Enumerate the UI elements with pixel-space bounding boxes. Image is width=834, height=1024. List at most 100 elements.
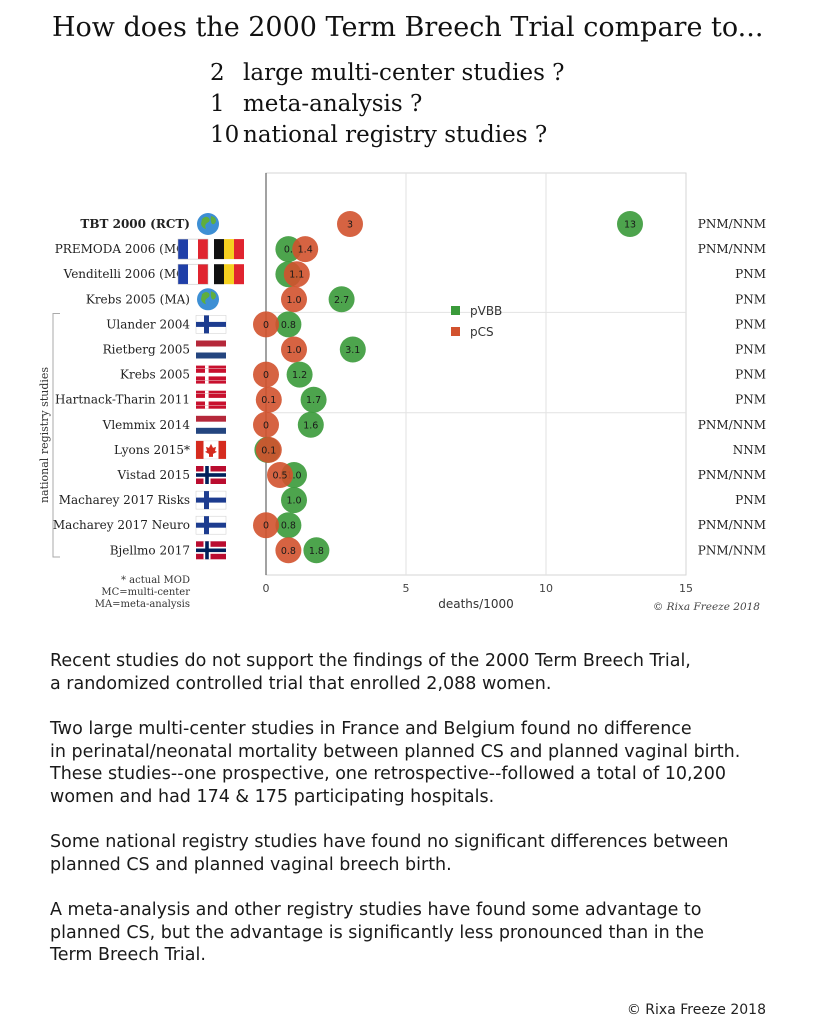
pcs-point [253, 361, 279, 388]
pcs-value-label: 0.1 [261, 395, 276, 406]
pcs-value-label: 0.8 [281, 546, 296, 557]
pvbb-point [297, 411, 324, 438]
outcome-label: PNM/NNM [698, 543, 766, 557]
outcome-label: PNM/NNM [698, 242, 766, 256]
summary-line: A meta-analysis and other registry studi… [50, 900, 702, 920]
pcs-value-label: 3 [347, 220, 353, 231]
footnote: MC=multi-center [101, 587, 190, 598]
registry-group-label: national registry studies [38, 367, 51, 503]
summary-line: Recent studies do not support the findin… [50, 651, 691, 671]
pcs-point [253, 411, 279, 438]
pcs-value-label: 1.0 [286, 295, 301, 306]
flag-ca-icon [195, 440, 227, 460]
study-label: PREMODA 2006 (MC) [55, 242, 190, 256]
study-label: Krebs 2005 (MA) [86, 292, 190, 306]
pvbb-point [303, 537, 330, 564]
study-label: Bjellmo 2017 [110, 543, 190, 557]
registry-bracket [52, 313, 60, 558]
outcome-label: PNM/NNM [698, 217, 766, 231]
study-label: TBT 2000 (RCT) [80, 217, 190, 231]
subtitle-text: large multi-center studies ? [243, 60, 565, 86]
x-tick-label: 15 [679, 582, 693, 595]
pvbb-point [339, 336, 366, 363]
flag-fi-icon [195, 515, 227, 535]
outcome-label: NNM [733, 443, 766, 457]
pcs-point [281, 336, 307, 363]
pcs-point [255, 436, 282, 463]
subtitle-text: meta-analysis ? [243, 91, 423, 117]
pcs-point [283, 261, 310, 288]
pvbb-value-label: 0. [284, 245, 293, 256]
pcs-value-label: 0 [263, 320, 269, 331]
subtitle-row: 1 meta-analysis ? [210, 89, 565, 120]
pcs-value-label: 0.1 [261, 445, 276, 456]
flag-nl-icon [196, 415, 226, 434]
pvbb-value-label: 1.0 [286, 496, 301, 507]
pcs-point [281, 286, 307, 313]
summary-paragraph: Recent studies do not support the findin… [50, 650, 820, 695]
pcs-point [253, 311, 279, 338]
x-tick-label: 0 [263, 582, 270, 595]
summary-line: women and had 174 & 175 participating ho… [50, 786, 495, 807]
pvbb-point [617, 211, 643, 237]
summary-text: Recent studies do not support the findin… [50, 650, 820, 990]
summary-line: These studies--one prospective, one retr… [50, 764, 726, 784]
x-tick-label: 5 [403, 582, 410, 595]
flag-globe-icon [197, 213, 219, 235]
summary-paragraph: A meta-analysis and other registry studi… [50, 899, 820, 967]
subtitle-list: 2 large multi-center studies ? 1 meta-an… [210, 58, 565, 151]
pcs-point [253, 512, 279, 539]
study-label: Vlemmix 2014 [102, 418, 191, 432]
pcs-point [267, 462, 293, 488]
study-label: Ulander 2004 [106, 317, 190, 331]
pvbb-point [286, 361, 313, 388]
study-label: Macharey 2017 Risks [59, 493, 190, 507]
flag-no-icon [196, 466, 226, 484]
pvbb-point [275, 512, 302, 539]
summary-line: in perinatal/neonatal mortality between … [50, 741, 741, 762]
pcs-point [275, 537, 302, 564]
subtitle-row: 2 large multi-center studies ? [210, 58, 565, 89]
subtitle-text: national registry studies ? [243, 122, 548, 148]
pcs-value-label: 1.1 [289, 270, 304, 281]
legend-swatch [451, 306, 460, 315]
pvbb-point [275, 311, 302, 338]
x-tick-label: 10 [539, 582, 553, 595]
pvbb-value-label: 1.2 [292, 370, 307, 381]
outcome-label: PNM [735, 368, 766, 382]
outcome-label: PNM [735, 292, 766, 306]
flag-dk-icon [196, 365, 226, 384]
pvbb-value-label: 1.6 [303, 420, 318, 431]
outcome-label: PNM/NNM [698, 418, 766, 432]
summary-paragraph: Some national registry studies have foun… [50, 831, 820, 876]
study-label: Vistad 2015 [117, 468, 190, 482]
pvbb-point [328, 286, 355, 313]
outcome-label: PNM [735, 343, 766, 357]
study-label: Rietberg 2005 [103, 343, 190, 357]
outcome-label: PNM/NNM [698, 468, 766, 482]
footnote: * actual MOD [121, 575, 190, 586]
pcs-point [292, 236, 319, 263]
pvbb-value-label: 2.7 [334, 295, 349, 306]
study-label: Hartnack-Tharin 2011 [55, 393, 190, 407]
flag-globe-icon [197, 288, 219, 311]
subtitle-number: 10 [210, 122, 240, 148]
flag-fi-icon [195, 315, 227, 334]
summary-line: planned CS, but the advantage is signifi… [50, 922, 705, 943]
pvbb-value-label: 1.7 [306, 395, 321, 406]
summary-line: planned CS and planned vaginal breech bi… [50, 854, 452, 875]
pcs-value-label: 0 [263, 521, 269, 532]
pvbb-value-label: 3.1 [345, 345, 360, 356]
pvbb-value-label: 0.8 [281, 320, 296, 331]
summary-paragraph: Two large multi-center studies in France… [50, 718, 820, 808]
summary-line: Term Breech Trial. [50, 945, 206, 965]
summary-line: a randomized controlled trial that enrol… [50, 673, 552, 694]
footer-credit: © Rixa Freeze 2018 [626, 1002, 766, 1018]
study-label: Lyons 2015* [114, 443, 190, 457]
chart-credit: © Rixa Freeze 2018 [653, 601, 760, 613]
pvbb-value-label: 1.0 [286, 471, 301, 482]
subtitle-number: 2 [210, 60, 225, 86]
mortality-dot-chart: 0 5 10 15 deaths/1000 © Rixa Freeze 2018 * act… [38, 172, 766, 613]
x-axis-label: deaths/1000 [438, 597, 514, 611]
outcome-label: PNM [735, 493, 766, 507]
